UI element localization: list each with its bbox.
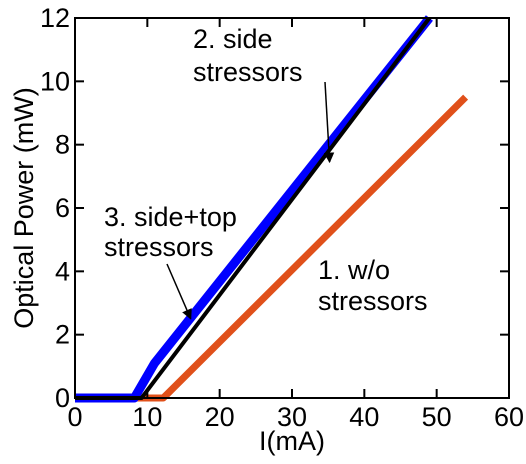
annotation-arrow-2: [166, 263, 192, 320]
x-axis-label: I(mA): [259, 426, 325, 456]
y-tick-label: 8: [55, 130, 70, 160]
annotation-layer: 2. side stressors 3. side+top stressors 1. w…: [104, 24, 428, 320]
annotation-label-1: 2. side stressors: [193, 24, 303, 87]
y-tick-label: 10: [40, 66, 70, 96]
annotation-arrow-1: [323, 81, 335, 164]
x-tick-label: 20: [205, 402, 235, 432]
x-tick-label: 0: [67, 402, 82, 432]
x-tick-label: 50: [422, 402, 452, 432]
y-tick-label: 0: [55, 383, 70, 413]
annotation-label-2: 3. side+top stressors: [104, 202, 237, 262]
y-tick-label: 2: [55, 320, 70, 350]
annotation-label-3: 1. w/o stressors: [318, 255, 428, 316]
y-axis-label: Optical Power (mW): [9, 87, 39, 329]
y-tick-label: 4: [55, 256, 70, 286]
ticks-layer: 0 10 20 30 40 50 60 0 2 4 6 8 10 12: [40, 3, 524, 432]
x-tick-label: 30: [277, 402, 307, 432]
y-tick-label: 12: [40, 3, 70, 33]
y-tick-label: 6: [55, 193, 70, 223]
x-tick-label: 60: [494, 402, 524, 432]
x-tick-label: 40: [349, 402, 379, 432]
x-tick-label: 10: [132, 402, 162, 432]
